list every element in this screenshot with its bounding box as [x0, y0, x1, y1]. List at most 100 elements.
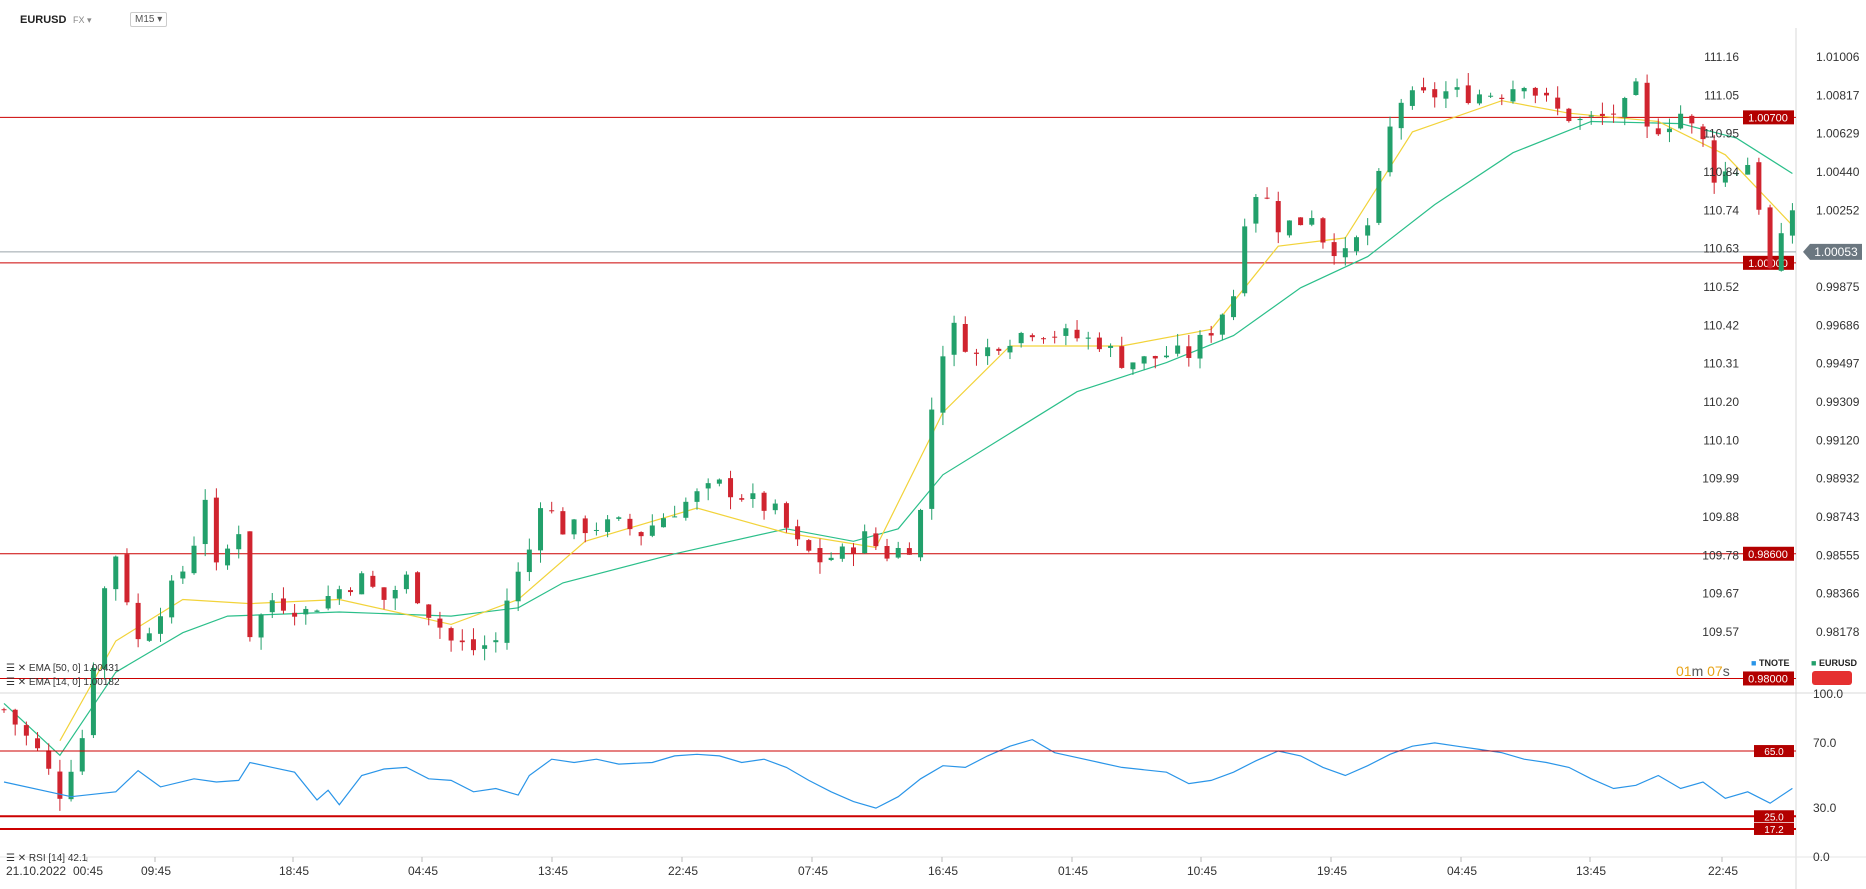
candle-body [303, 608, 309, 615]
candle-body [370, 575, 376, 587]
candle-body [1018, 332, 1024, 344]
candle-body [1745, 164, 1751, 175]
candle-body [1096, 337, 1102, 350]
rsi-tick-label: 0.0 [1813, 850, 1830, 864]
timeframe-select[interactable]: M15 ▾ [130, 12, 168, 27]
candle-body [795, 526, 801, 540]
x-tick-label: 04:45 [1447, 864, 1477, 878]
rsi-tick-label: 30.0 [1813, 801, 1837, 815]
candle-body [1655, 128, 1661, 135]
candle-body [202, 499, 208, 545]
candle-body [68, 771, 74, 800]
candle-body [1588, 115, 1594, 117]
rsi-indicator-label[interactable]: ☰ ✕ RSI [14] 42.1 [6, 853, 88, 864]
candle-body [459, 640, 465, 643]
candle-body [1421, 87, 1427, 91]
ema14-line [59, 100, 1793, 742]
candle-body [102, 588, 108, 670]
x-tick-label: 00:45 [73, 864, 103, 878]
candle-body [269, 600, 275, 613]
candle-body [683, 501, 689, 518]
x-tick-label: 22:45 [668, 864, 698, 878]
candle-body [627, 518, 633, 530]
x-tick-label: 18:45 [279, 864, 309, 878]
candle-body [1611, 113, 1617, 115]
candle-body [1, 709, 7, 711]
price-tick-label: 0.99120 [1816, 433, 1860, 447]
candle-body [538, 508, 544, 551]
candle-body [57, 771, 63, 799]
price-tick-label: 1.00440 [1816, 165, 1860, 179]
ema14-indicator-label[interactable]: ☰ ✕ EMA [14, 0] 1.00182 [6, 677, 120, 688]
candle-body [940, 356, 946, 413]
candle-body [1264, 197, 1270, 199]
close-icon: ✕ [17, 853, 27, 864]
candle-body [1074, 329, 1080, 339]
x-tick-label: 22:45 [1708, 864, 1738, 878]
symbol-label[interactable]: EURUSD [20, 14, 67, 26]
candle-body [1108, 345, 1114, 348]
candle-body [90, 667, 96, 736]
candle-body [1622, 98, 1628, 118]
candle-body [895, 547, 901, 558]
candle-body [180, 571, 186, 579]
candle-body [672, 516, 678, 518]
candle-body [258, 614, 264, 638]
candle-body [381, 587, 387, 600]
candle-body [1130, 362, 1136, 370]
candle-body [1208, 333, 1214, 336]
candle-body [1376, 170, 1382, 223]
candle-countdown: 01m 07s [1676, 663, 1730, 679]
x-tick-label: 13:45 [538, 864, 568, 878]
candle-body [1186, 346, 1192, 358]
x-tick-label: 10:45 [1187, 864, 1217, 878]
settings-icon: ☰ [6, 677, 15, 688]
candle-body [1789, 210, 1795, 236]
candle-body [1689, 115, 1695, 124]
x-tick-label: 19:45 [1317, 864, 1347, 878]
candle-body [772, 503, 778, 511]
x-tick-label: 13:45 [1576, 864, 1606, 878]
sell-button[interactable] [1812, 671, 1852, 685]
x-tick-label: 01:45 [1058, 864, 1088, 878]
secondary-price-tick: 110.52 [1703, 280, 1739, 294]
secondary-price-tick: 109.78 [1702, 548, 1739, 562]
candle-body [426, 604, 432, 618]
ema50-line [3, 120, 1793, 757]
settings-icon: ☰ [6, 853, 15, 864]
candle-body [694, 491, 700, 502]
candle-body [348, 590, 354, 593]
candle-body [448, 628, 454, 641]
candle-body [46, 750, 52, 769]
candle-body [1700, 126, 1706, 140]
candle-body [157, 616, 163, 634]
candle-body [146, 633, 152, 641]
candle-body [415, 572, 421, 604]
candle-body [35, 738, 41, 749]
candle-body [929, 409, 935, 509]
candle-body [1666, 128, 1672, 133]
candle-body [504, 600, 510, 643]
candle-body [1242, 226, 1248, 294]
candle-body [515, 571, 521, 602]
candle-body [1331, 242, 1337, 257]
candle-body [1488, 95, 1494, 97]
candle-body [1275, 201, 1281, 233]
candle-body [1734, 173, 1740, 175]
candle-body [985, 347, 991, 357]
price-tick-label: 0.99497 [1816, 357, 1860, 371]
candle-body [739, 498, 745, 500]
close-icon: ✕ [17, 677, 27, 688]
candle-body [1320, 218, 1326, 243]
ema50-indicator-label[interactable]: ☰ ✕ EMA [50, 0] 1.00431 [6, 663, 120, 674]
legend-eurusd[interactable]: ■ EURUSD [1811, 658, 1857, 668]
candle-body [1521, 87, 1527, 92]
candle-body [359, 573, 365, 595]
candle-body [403, 574, 409, 590]
candle-body [705, 483, 711, 489]
secondary-price-tick: 109.99 [1702, 472, 1739, 486]
candle-body [1298, 217, 1304, 226]
candle-body [1253, 197, 1259, 224]
legend-tnote[interactable]: ■ TNOTE [1751, 658, 1790, 668]
